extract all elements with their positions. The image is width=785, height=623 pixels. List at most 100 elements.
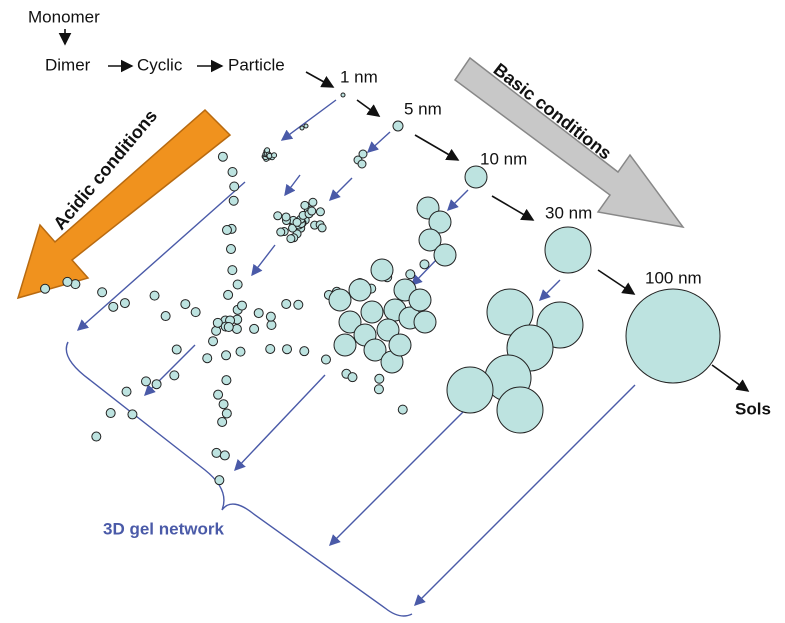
particle — [228, 167, 237, 176]
diagram: Basic conditions Acidic conditions Monom… — [0, 0, 785, 623]
particle — [161, 312, 170, 321]
particle — [304, 124, 308, 128]
particle — [109, 302, 118, 311]
particle — [282, 213, 290, 221]
gel-label: 3D gel network — [103, 519, 224, 538]
particle — [282, 299, 291, 308]
particle — [358, 160, 366, 168]
size-label: 100 nm — [645, 268, 702, 287]
particle — [389, 334, 411, 356]
particle — [212, 326, 221, 335]
arrow — [598, 270, 634, 294]
particle — [420, 260, 429, 269]
particle — [626, 289, 720, 383]
end-label: Sols — [735, 399, 771, 418]
basic-arrow — [455, 58, 683, 227]
size-label: 30 nm — [545, 203, 592, 222]
particle — [277, 228, 285, 236]
particle — [341, 93, 345, 97]
pathway-step: Particle — [228, 55, 285, 74]
particle — [220, 451, 229, 460]
arrow — [357, 100, 379, 116]
particle — [301, 201, 309, 209]
particle — [293, 218, 301, 226]
particle — [393, 121, 403, 131]
particle — [212, 448, 221, 457]
particle — [361, 301, 383, 323]
particle — [209, 337, 218, 346]
particle — [266, 312, 275, 321]
size-label: 1 nm — [340, 67, 378, 86]
pathway-step: Cyclic — [137, 55, 183, 74]
particle — [219, 400, 228, 409]
particle — [309, 198, 317, 206]
particle — [272, 153, 277, 158]
particle — [398, 405, 407, 414]
arrow — [415, 135, 458, 160]
clusters — [41, 124, 583, 485]
particle — [497, 387, 543, 433]
particle — [170, 371, 179, 380]
particle — [233, 280, 242, 289]
particle — [232, 324, 241, 333]
particle — [294, 300, 303, 309]
particle — [222, 376, 231, 385]
particle — [222, 351, 231, 360]
particle — [142, 377, 151, 386]
particle — [447, 367, 493, 413]
particle — [228, 266, 237, 275]
particle — [308, 207, 316, 215]
particle — [434, 244, 456, 266]
particle — [218, 152, 227, 161]
size-label: 10 nm — [480, 149, 527, 168]
particle — [106, 409, 115, 418]
particle — [348, 373, 357, 382]
particle — [191, 308, 200, 317]
particle — [545, 227, 591, 273]
particle — [266, 344, 275, 353]
particle — [414, 311, 436, 333]
particle — [321, 355, 330, 364]
pathway-step: Monomer — [28, 7, 100, 26]
particle — [254, 309, 263, 318]
particle — [318, 224, 326, 232]
particle — [371, 259, 393, 281]
particle — [152, 380, 161, 389]
particle — [237, 301, 246, 310]
particle — [172, 345, 181, 354]
particle — [465, 166, 487, 188]
particle — [218, 417, 227, 426]
particle — [230, 182, 239, 191]
particle — [181, 300, 190, 309]
size-label: 5 nm — [404, 99, 442, 118]
particle — [214, 390, 223, 399]
particle — [120, 299, 129, 308]
particle — [128, 410, 137, 419]
particle — [316, 208, 324, 216]
particle — [334, 334, 356, 356]
particle — [229, 196, 238, 205]
particle — [98, 288, 107, 297]
particle — [374, 385, 383, 394]
particle — [224, 323, 233, 332]
particle — [406, 270, 415, 279]
particle — [375, 374, 384, 383]
particle — [359, 150, 367, 158]
particle — [329, 289, 351, 311]
arrow — [492, 196, 533, 220]
particle — [222, 226, 231, 235]
particle — [122, 387, 131, 396]
arrow — [306, 72, 333, 87]
particle — [222, 409, 231, 418]
particle — [274, 212, 282, 220]
particle — [250, 324, 259, 333]
particle — [224, 290, 233, 299]
particle — [150, 291, 159, 300]
pathway-step: Dimer — [45, 55, 91, 74]
particle — [41, 284, 50, 293]
particle — [300, 126, 304, 130]
particle — [226, 245, 235, 254]
particle — [63, 277, 72, 286]
particle — [349, 279, 371, 301]
particle — [92, 432, 101, 441]
